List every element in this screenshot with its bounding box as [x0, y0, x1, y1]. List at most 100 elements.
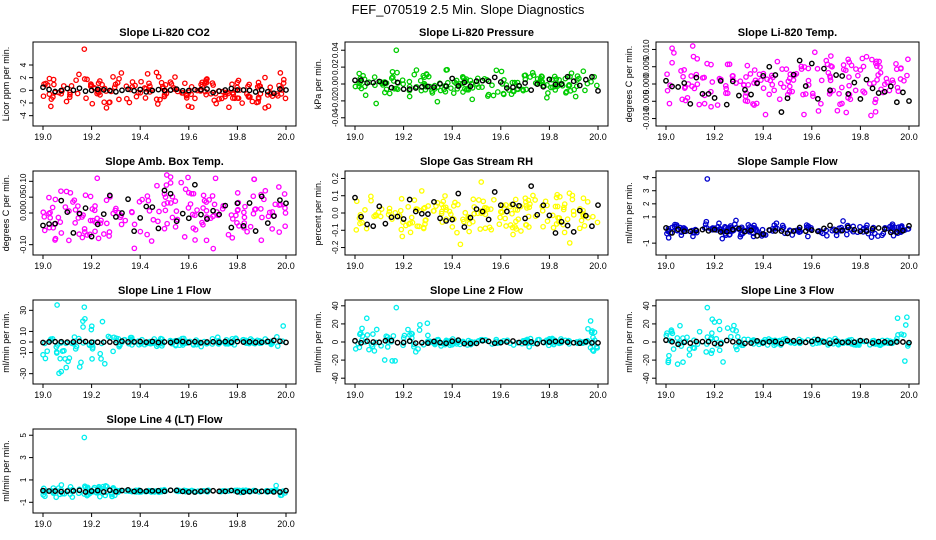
selected-point: [191, 338, 198, 345]
data-point: [103, 220, 110, 227]
data-point: [573, 339, 580, 345]
data-point: [522, 72, 529, 79]
data-point: [234, 207, 241, 214]
data-point: [161, 225, 168, 232]
data-point: [532, 197, 538, 203]
data-point: [210, 245, 217, 252]
selected-point: [467, 340, 474, 347]
data-point: [47, 214, 54, 221]
data-point: [247, 223, 254, 230]
data-point: [390, 333, 397, 339]
selected-point: [252, 228, 259, 234]
selected-point: [370, 223, 377, 230]
data-point: [677, 322, 683, 329]
selected-point: [149, 338, 156, 345]
data-point: [568, 70, 575, 77]
data-point: [805, 65, 812, 72]
panel-1: Slope Li-820 CO2 Licor ppm per min. 19.0 19…: [1, 27, 297, 142]
data-point: [902, 358, 908, 364]
selected-point: [210, 487, 217, 494]
selected-point: [76, 487, 83, 494]
x-tick-label: 19.8: [229, 261, 247, 271]
data-point: [355, 340, 361, 347]
selected-point: [736, 92, 742, 99]
data-point: [520, 86, 526, 93]
selected-point: [394, 213, 401, 220]
selected-point: [88, 233, 95, 240]
selected-point: [827, 340, 833, 347]
panel-9: Slope Line 3 Flow ml/min per min. 19.0 19.2…: [624, 285, 920, 400]
data-point: [466, 228, 472, 235]
data-point: [113, 205, 119, 212]
selected-point: [240, 87, 247, 93]
selected-point: [143, 88, 150, 95]
data-point: [438, 210, 445, 217]
plot-title: Slope Line 2 Flow: [430, 285, 523, 297]
selected-point: [246, 200, 253, 206]
y-tick-label: 1: [19, 477, 28, 482]
selected-point: [669, 83, 675, 90]
data-point: [762, 111, 769, 118]
data-point: [724, 61, 731, 68]
data-point: [214, 334, 221, 341]
selected-point: [270, 489, 277, 495]
data-point: [694, 55, 701, 62]
selected-point: [264, 338, 271, 345]
selected-point: [687, 228, 694, 235]
selected-point: [94, 86, 101, 93]
selected-point: [100, 339, 107, 346]
plot-title: Slope Amb. Box Temp.: [105, 156, 224, 168]
data-point: [429, 90, 436, 96]
y-tick-label: 0.10: [19, 173, 28, 189]
data-point: [209, 335, 216, 342]
data-point: [80, 318, 86, 325]
selected-point: [564, 222, 571, 229]
selected-point: [46, 488, 52, 494]
data-point: [720, 359, 726, 365]
y-axis-label: ml/min per min.: [1, 440, 11, 502]
x-tick-label: 20.0: [277, 132, 295, 142]
selected-point: [681, 228, 688, 235]
data-point: [708, 61, 714, 68]
data-point: [585, 325, 591, 332]
data-point: [871, 80, 877, 86]
selected-point: [106, 487, 113, 494]
data-point: [425, 203, 432, 209]
data-point: [553, 221, 560, 227]
selected-point: [669, 338, 675, 345]
data-point: [570, 208, 577, 215]
data-point: [198, 81, 204, 88]
data-point: [527, 201, 533, 207]
data-point: [818, 77, 825, 84]
data-point: [190, 225, 197, 232]
data-point: [63, 188, 70, 195]
data-point: [78, 359, 84, 366]
data-point: [97, 350, 104, 357]
data-point: [588, 78, 594, 85]
data-point: [686, 346, 693, 353]
data-point: [720, 228, 727, 235]
data-point: [566, 240, 573, 246]
selected-point: [570, 78, 577, 85]
selected-point: [564, 73, 571, 80]
selected-point: [510, 201, 516, 208]
data-point: [49, 204, 56, 211]
y-tick-label: 1: [642, 214, 651, 219]
data-point: [776, 96, 783, 103]
y-tick-label: -0.1: [331, 223, 340, 237]
data-point: [904, 226, 911, 232]
data-point: [800, 91, 806, 98]
data-point: [580, 207, 586, 214]
data-point: [485, 91, 492, 98]
data-point: [713, 335, 720, 342]
selected-point: [58, 338, 65, 345]
selected-point: [137, 338, 144, 345]
data-point: [810, 93, 816, 100]
data-point: [66, 94, 73, 101]
selected-point: [149, 87, 156, 94]
data-point: [373, 326, 380, 333]
data-point: [398, 195, 405, 202]
x-tick-label: 19.2: [395, 390, 413, 400]
selected-point: [173, 218, 180, 225]
